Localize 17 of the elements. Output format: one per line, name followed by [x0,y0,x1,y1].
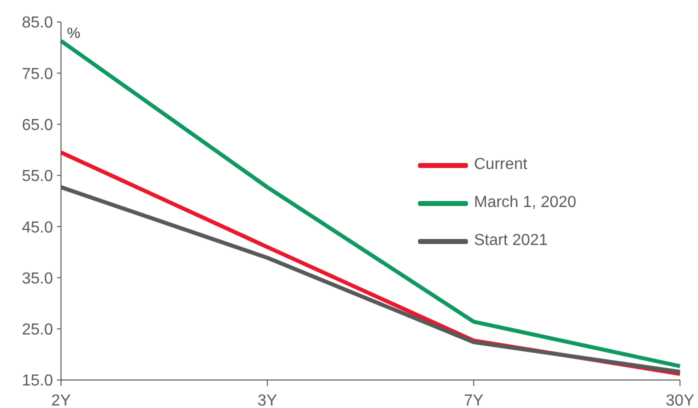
line-series [59,38,682,368]
y-tick-label: 85.0 [22,14,54,32]
y-axis-title: % [67,25,80,42]
x-tick-label: 30Y [666,392,695,408]
y-tick-label: 55.0 [22,168,54,186]
x-tick-label: 3Y [258,392,278,408]
legend-label: Current [474,155,528,175]
y-tick-label: 35.0 [22,270,54,288]
legend-label: Start 2021 [474,231,548,251]
y-tick-label: 15.0 [22,372,54,390]
x-tick-label: 2Y [51,392,72,408]
y-tick-label: 75.0 [22,66,54,83]
y-tick-label: 25.0 [22,322,54,339]
y-tick-label: 45.0 [22,219,54,236]
y-tick-label: 65.0 [22,116,54,134]
legend-label: March 1, 2020 [474,193,576,213]
x-tick-label: 7Y [464,392,484,408]
